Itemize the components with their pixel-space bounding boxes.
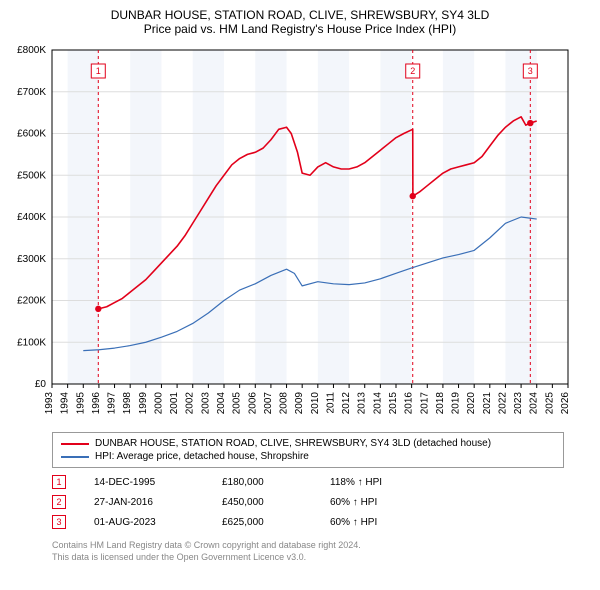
marker-table-row: 3 01-AUG-2023 £625,000 60% ↑ HPI <box>52 512 564 532</box>
legend-swatch <box>61 456 89 458</box>
svg-text:£500K: £500K <box>17 170 46 181</box>
footer-attribution: Contains HM Land Registry data © Crown c… <box>52 540 564 563</box>
svg-text:2022: 2022 <box>497 392 508 415</box>
svg-text:2012: 2012 <box>341 392 352 415</box>
chart-subtitle: Price paid vs. HM Land Registry's House … <box>8 22 592 36</box>
svg-text:£800K: £800K <box>17 45 46 56</box>
svg-text:2009: 2009 <box>294 392 305 415</box>
svg-text:2011: 2011 <box>325 392 336 414</box>
marker-hpi: 118% ↑ HPI <box>330 477 450 488</box>
svg-text:1999: 1999 <box>138 392 149 415</box>
marker-table-row: 1 14-DEC-1995 £180,000 118% ↑ HPI <box>52 472 564 492</box>
legend-row: HPI: Average price, detached house, Shro… <box>61 450 555 463</box>
svg-text:£200K: £200K <box>17 296 46 307</box>
marker-hpi: 60% ↑ HPI <box>330 497 450 508</box>
chart-container: DUNBAR HOUSE, STATION ROAD, CLIVE, SHREW… <box>0 0 600 571</box>
chart-title: DUNBAR HOUSE, STATION ROAD, CLIVE, SHREW… <box>8 8 592 22</box>
svg-text:£400K: £400K <box>17 212 46 223</box>
marker-date: 27-JAN-2016 <box>94 497 194 508</box>
svg-text:2: 2 <box>410 66 415 76</box>
svg-text:2001: 2001 <box>169 392 180 415</box>
legend-box: DUNBAR HOUSE, STATION ROAD, CLIVE, SHREW… <box>52 432 564 468</box>
svg-text:1996: 1996 <box>91 392 102 415</box>
svg-text:1998: 1998 <box>122 392 133 415</box>
marker-price: £180,000 <box>222 477 302 488</box>
svg-text:2016: 2016 <box>404 392 415 415</box>
svg-text:2010: 2010 <box>310 392 321 415</box>
svg-text:2025: 2025 <box>544 392 555 415</box>
marker-badge: 1 <box>52 475 66 489</box>
legend-swatch <box>61 443 89 445</box>
marker-date: 01-AUG-2023 <box>94 517 194 528</box>
svg-text:1997: 1997 <box>107 392 118 415</box>
marker-date: 14-DEC-1995 <box>94 477 194 488</box>
svg-text:2005: 2005 <box>232 392 243 415</box>
svg-text:£600K: £600K <box>17 129 46 140</box>
svg-text:1994: 1994 <box>60 392 71 415</box>
chart-plot-area: £0 £100K £200K £300K £400K £500K £600K £700K £80… <box>8 44 592 424</box>
marker-price: £625,000 <box>222 517 302 528</box>
svg-text:2020: 2020 <box>466 392 477 415</box>
svg-text:£700K: £700K <box>17 87 46 98</box>
legend-label: HPI: Average price, detached house, Shro… <box>95 451 309 462</box>
svg-text:3: 3 <box>528 66 533 76</box>
svg-text:£0: £0 <box>35 379 47 390</box>
svg-text:2015: 2015 <box>388 392 399 415</box>
svg-text:2019: 2019 <box>451 392 462 415</box>
marker-table-row: 2 27-JAN-2016 £450,000 60% ↑ HPI <box>52 492 564 512</box>
svg-text:2003: 2003 <box>200 392 211 415</box>
svg-text:2023: 2023 <box>513 392 524 415</box>
footer-line-1: Contains HM Land Registry data © Crown c… <box>52 540 564 552</box>
svg-text:2024: 2024 <box>529 392 540 415</box>
svg-text:2006: 2006 <box>247 392 258 415</box>
marker-badge: 3 <box>52 515 66 529</box>
svg-text:2021: 2021 <box>482 392 493 415</box>
footer-line-2: This data is licensed under the Open Gov… <box>52 552 564 564</box>
svg-text:£300K: £300K <box>17 254 46 265</box>
svg-text:2018: 2018 <box>435 392 446 415</box>
legend-label: DUNBAR HOUSE, STATION ROAD, CLIVE, SHREW… <box>95 438 491 449</box>
svg-text:£100K: £100K <box>17 337 46 348</box>
svg-text:2017: 2017 <box>419 392 430 415</box>
chart-svg: £0 £100K £200K £300K £400K £500K £600K £700K £80… <box>8 44 592 424</box>
svg-text:2008: 2008 <box>279 392 290 415</box>
svg-text:2004: 2004 <box>216 392 227 415</box>
legend-row: DUNBAR HOUSE, STATION ROAD, CLIVE, SHREW… <box>61 437 555 450</box>
svg-text:1995: 1995 <box>75 392 86 415</box>
marker-hpi: 60% ↑ HPI <box>330 517 450 528</box>
svg-text:2026: 2026 <box>560 392 571 415</box>
marker-price: £450,000 <box>222 497 302 508</box>
marker-badge: 2 <box>52 495 66 509</box>
marker-table: 1 14-DEC-1995 £180,000 118% ↑ HPI 2 27-JAN-20… <box>52 472 564 532</box>
svg-text:2007: 2007 <box>263 392 274 415</box>
svg-text:2002: 2002 <box>185 392 196 415</box>
svg-text:1: 1 <box>96 66 101 76</box>
svg-text:2014: 2014 <box>372 392 383 415</box>
svg-text:1993: 1993 <box>44 392 55 415</box>
svg-text:2000: 2000 <box>153 392 164 415</box>
svg-text:2013: 2013 <box>357 392 368 415</box>
